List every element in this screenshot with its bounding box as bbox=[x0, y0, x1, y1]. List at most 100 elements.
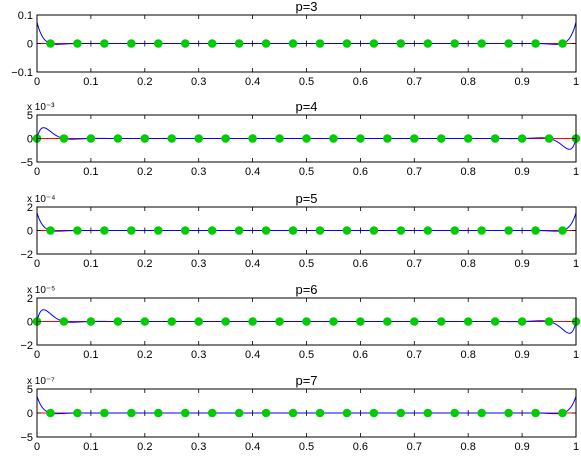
node-marker bbox=[356, 134, 365, 143]
node-marker bbox=[127, 408, 136, 418]
x-tick-label: 1 bbox=[573, 441, 579, 453]
x-tick-label: 0.9 bbox=[514, 166, 529, 178]
node-marker bbox=[423, 226, 433, 235]
x-tick-label: 0.9 bbox=[514, 76, 529, 88]
node-marker bbox=[504, 226, 513, 235]
y-tick-label: −5 bbox=[20, 432, 33, 444]
node-marker bbox=[302, 317, 311, 326]
x-tick-label: 0.8 bbox=[461, 166, 476, 178]
node-marker bbox=[113, 134, 123, 143]
node-marker bbox=[302, 134, 311, 143]
node-marker bbox=[544, 317, 554, 326]
node-marker bbox=[46, 226, 55, 235]
x-tick-label: 0.7 bbox=[407, 349, 422, 361]
y-tick-label: −0.1 bbox=[11, 67, 33, 79]
node-marker bbox=[342, 226, 352, 235]
node-marker bbox=[73, 226, 82, 235]
x-tick-label: 0.4 bbox=[245, 76, 260, 88]
node-marker bbox=[369, 226, 379, 235]
node-marker bbox=[288, 408, 298, 418]
node-marker bbox=[59, 134, 69, 143]
node-marker bbox=[369, 39, 379, 48]
x-tick-label: 0.2 bbox=[137, 441, 152, 453]
node-marker bbox=[369, 408, 379, 418]
node-marker bbox=[127, 226, 136, 235]
node-marker bbox=[477, 226, 486, 235]
y-tick-label: −2 bbox=[20, 340, 33, 352]
x-tick-label: 0.5 bbox=[299, 349, 314, 361]
node-marker bbox=[288, 39, 298, 48]
node-marker bbox=[558, 408, 567, 418]
node-marker bbox=[450, 226, 460, 235]
y-tick-label: 0 bbox=[27, 317, 33, 329]
x-tick-label: 0.8 bbox=[461, 76, 476, 88]
x-tick-label: 0.7 bbox=[407, 166, 422, 178]
x-tick-label: 0.3 bbox=[191, 76, 206, 88]
node-marker bbox=[342, 408, 352, 418]
x-tick-label: 0.4 bbox=[245, 349, 260, 361]
x-tick-label: 0.2 bbox=[137, 258, 152, 270]
node-marker bbox=[544, 134, 554, 143]
node-marker bbox=[383, 134, 392, 143]
node-marker bbox=[261, 39, 271, 48]
node-marker bbox=[436, 317, 446, 326]
x-tick-label: 0.9 bbox=[514, 349, 529, 361]
x-tick-label: 0.1 bbox=[83, 258, 98, 270]
node-marker bbox=[46, 39, 55, 48]
node-marker bbox=[180, 226, 190, 235]
node-marker bbox=[140, 317, 150, 326]
node-marker bbox=[490, 317, 500, 326]
node-marker bbox=[221, 317, 230, 326]
node-marker bbox=[140, 134, 150, 143]
x-tick-label: 0.8 bbox=[461, 258, 476, 270]
subplot-title: p=4 bbox=[295, 99, 317, 114]
node-marker bbox=[396, 39, 406, 48]
y-tick-label: 0 bbox=[27, 226, 33, 238]
x-tick-label: 1 bbox=[573, 349, 579, 361]
y-tick-label: −2 bbox=[20, 249, 33, 261]
x-tick-label: 0.1 bbox=[83, 349, 98, 361]
node-marker bbox=[100, 408, 109, 418]
y-tick-label: 5 bbox=[27, 384, 33, 396]
node-marker bbox=[558, 226, 567, 235]
node-marker bbox=[423, 39, 433, 48]
x-tick-label: 0.1 bbox=[83, 166, 98, 178]
node-marker bbox=[167, 317, 177, 326]
node-marker bbox=[463, 317, 473, 326]
x-tick-label: 0.6 bbox=[353, 166, 368, 178]
node-marker bbox=[221, 134, 230, 143]
node-marker bbox=[315, 408, 325, 418]
node-marker bbox=[46, 408, 55, 418]
node-marker bbox=[410, 317, 419, 326]
node-marker bbox=[234, 408, 244, 418]
node-marker bbox=[127, 39, 136, 48]
exponent-label: x 10⁻⁵ bbox=[27, 285, 55, 296]
node-marker bbox=[207, 408, 217, 418]
node-marker bbox=[517, 317, 527, 326]
y-tick-label: −5 bbox=[20, 157, 33, 169]
exponent-label: x 10⁻⁷ bbox=[27, 376, 55, 387]
x-tick-label: 1 bbox=[573, 76, 579, 88]
node-marker bbox=[73, 408, 82, 418]
node-marker bbox=[59, 317, 69, 326]
x-tick-label: 0.2 bbox=[137, 166, 152, 178]
node-marker bbox=[153, 408, 163, 418]
node-marker bbox=[288, 226, 298, 235]
x-tick-label: 0.6 bbox=[353, 441, 368, 453]
node-marker bbox=[477, 408, 486, 418]
node-marker bbox=[423, 408, 433, 418]
node-marker bbox=[477, 39, 486, 48]
x-tick-label: 0 bbox=[34, 349, 40, 361]
x-tick-label: 0.3 bbox=[191, 258, 206, 270]
node-marker bbox=[248, 317, 257, 326]
node-marker bbox=[234, 226, 244, 235]
node-marker bbox=[531, 408, 540, 418]
x-tick-label: 0.4 bbox=[245, 441, 260, 453]
node-marker bbox=[261, 408, 271, 418]
node-marker bbox=[342, 39, 352, 48]
x-tick-label: 0 bbox=[34, 166, 40, 178]
